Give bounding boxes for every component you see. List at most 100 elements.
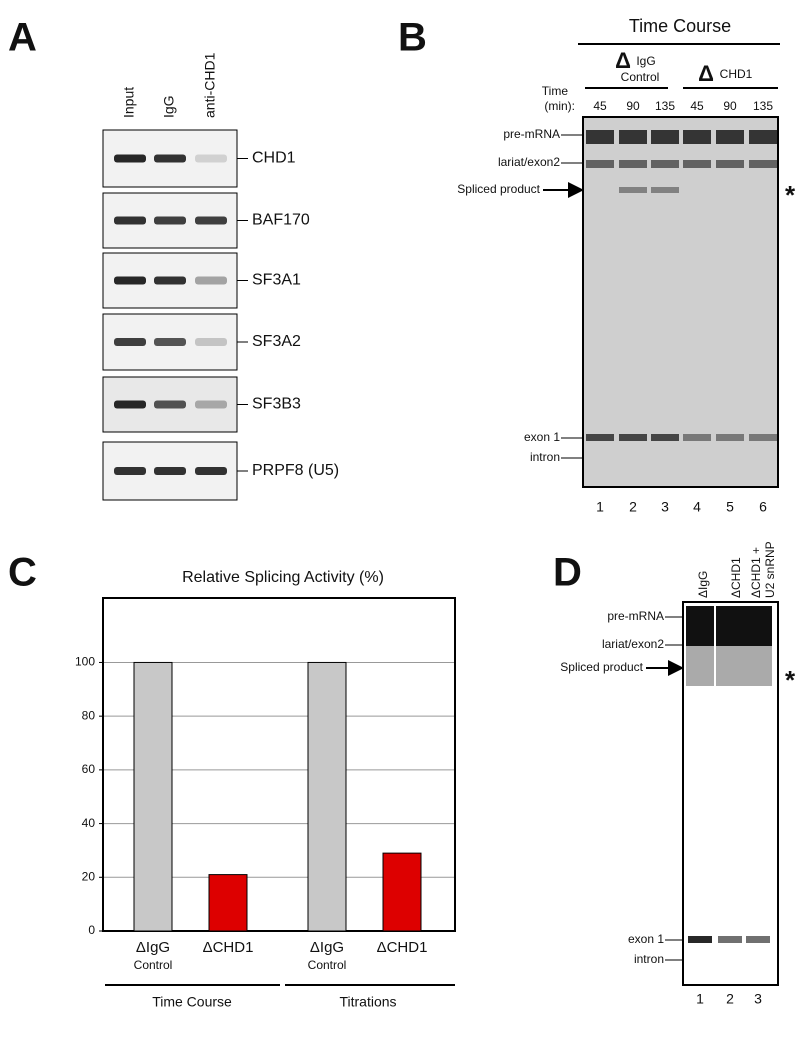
panel-letter: A [8,16,37,60]
gel-band [718,936,742,943]
gel-band [651,160,679,168]
column-label: IgG [161,95,177,118]
column-label: Input [121,87,137,118]
x-tick-sublabel: Control [134,958,173,972]
band-label: exon 1 [628,932,664,946]
band [195,338,227,346]
gel-band [749,434,777,441]
panel-letter: D [553,551,582,595]
group-label: Titrations [339,994,396,1010]
y-tick-label: 20 [82,869,96,883]
gel-band [586,434,614,441]
gel-band [683,434,711,441]
lane-number: 2 [629,499,637,515]
lane-number: 5 [726,499,734,515]
gel-band [744,646,772,686]
gel-band [716,130,744,144]
gel-band [716,646,744,686]
gel-band [651,434,679,441]
band [114,216,146,225]
gel-band [716,606,744,646]
lane-label: ΔIgG [696,571,710,598]
y-tick-label: 80 [82,708,96,722]
band-label: lariat/exon2 [602,637,664,651]
blot-label: BAF170 [252,212,310,229]
time-label: 90 [723,99,737,113]
gel-band [619,434,647,441]
band [154,400,186,409]
group-label: Time Course [152,994,232,1010]
gel-band [586,130,614,144]
lane-number: 6 [759,499,767,515]
label: Time [542,84,569,98]
lane-number: 3 [754,991,762,1007]
gel-band [586,160,614,168]
x-tick-label: ΔIgG [310,939,344,956]
bar [382,852,422,932]
band-label: exon 1 [524,430,560,444]
band [154,216,186,225]
band [154,154,186,163]
lane-number: 2 [726,991,734,1007]
lane-number: 4 [693,499,701,515]
gel-band [749,130,777,144]
band [195,154,227,163]
label: CHD1 [720,67,753,81]
band [114,154,146,163]
chart-title: Relative Splicing Activity (%) [182,569,384,586]
band-label: Spliced product [560,660,643,674]
gel-band [651,130,679,144]
band-label: pre-mRNA [607,609,664,623]
label: Control [621,70,660,84]
panel-letter: B [398,16,427,60]
bar [208,874,248,932]
panel-letter: C [8,551,37,595]
band [195,467,227,475]
gel-band [683,160,711,168]
lane-label: ΔCHD1 + [749,547,763,598]
label: * [785,180,796,210]
label: IgG [636,54,655,68]
gel-band [688,936,712,943]
gel-band [744,606,772,646]
band [195,276,227,285]
x-tick-label: ΔIgG [136,939,170,956]
band [114,400,146,409]
header: Time Course [629,16,731,36]
band [195,216,227,225]
blot-label: SF3A1 [252,272,301,289]
band [195,400,227,409]
lane-number: 1 [696,991,704,1007]
label: * [785,665,796,695]
y-tick-label: 40 [82,816,96,830]
lane-number: 3 [661,499,669,515]
gel-band [749,160,777,168]
bar [307,661,347,932]
band-label: intron [634,952,664,966]
column-label: anti-CHD1 [202,52,218,118]
time-label: 90 [626,99,640,113]
x-tick-label: ΔCHD1 [203,939,254,956]
label: (min): [544,99,575,113]
band-label: pre-mRNA [503,127,560,141]
band-label: lariat/exon2 [498,155,560,169]
band-label: Spliced product [457,182,540,196]
x-tick-sublabel: Control [308,958,347,972]
gel-band [686,606,714,646]
lane-number: 1 [596,499,604,515]
gel-band [619,130,647,144]
y-tick-label: 60 [82,762,96,776]
x-tick-label: ΔCHD1 [377,939,428,956]
gel-band [686,646,714,686]
time-label: 45 [690,99,704,113]
band [154,276,186,285]
gel-band [619,187,647,193]
gel-band [716,434,744,441]
gel [582,116,779,488]
time-label: 135 [655,99,675,113]
gel-band [716,160,744,168]
blot-label: SF3A2 [252,333,301,350]
gel-band [746,936,770,943]
y-tick-label: 100 [75,655,95,669]
